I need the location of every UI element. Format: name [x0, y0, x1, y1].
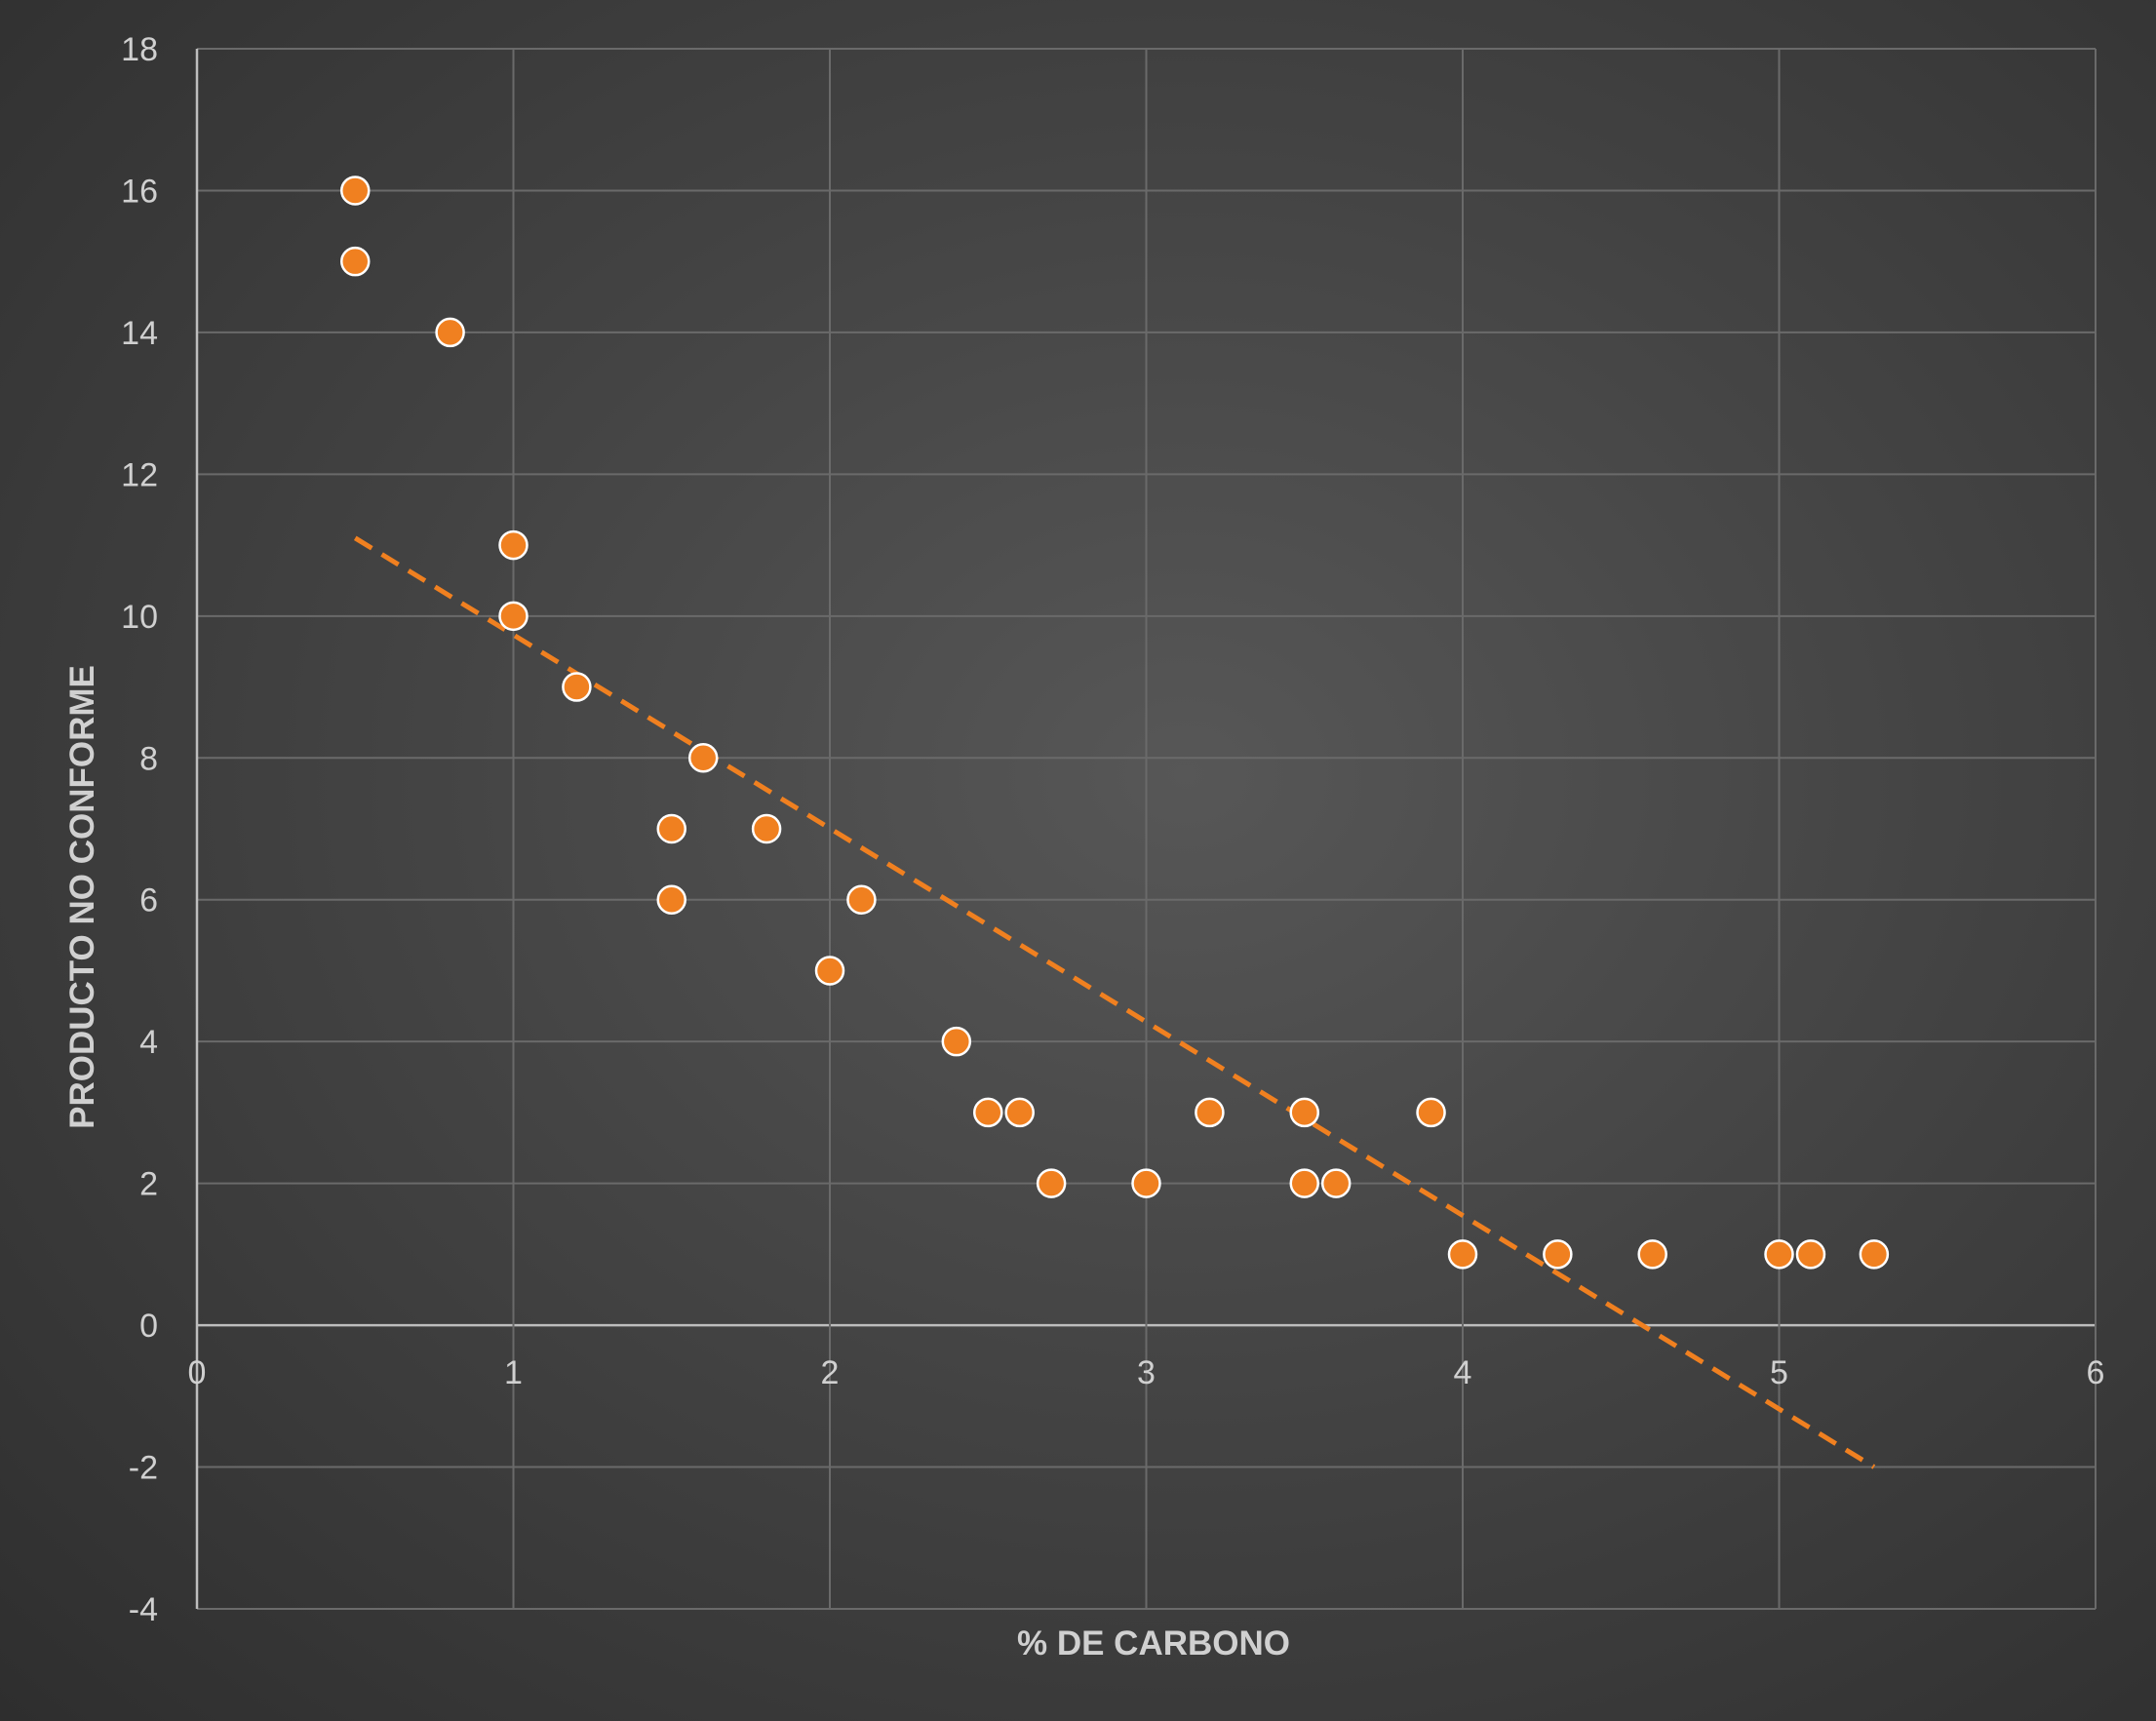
y-tick-label: -2 [129, 1450, 158, 1487]
x-axis-title: % DE CARBONO [1017, 1624, 1290, 1662]
x-tick-label: 1 [504, 1354, 523, 1391]
data-point [1447, 1239, 1478, 1270]
y-tick-label: -4 [129, 1591, 158, 1628]
data-point [1004, 1097, 1035, 1128]
data-point [498, 529, 529, 561]
data-point [1543, 1239, 1573, 1270]
y-tick-label: 2 [139, 1166, 158, 1203]
data-point [1195, 1097, 1225, 1128]
data-points [340, 176, 1890, 1270]
y-tick-label: 14 [121, 315, 158, 352]
data-point [340, 246, 371, 277]
data-point [973, 1097, 1003, 1128]
y-axis-title: PRODUCTO NO CONFORME [63, 665, 101, 1129]
data-point [687, 743, 719, 773]
y-tick-label: 4 [139, 1024, 158, 1061]
data-point [1320, 1168, 1352, 1198]
y-tick-label: 12 [121, 456, 158, 493]
gridlines [195, 48, 2097, 1610]
data-point [562, 672, 592, 702]
y-tick-label: 18 [121, 31, 158, 68]
y-tick-label: 8 [139, 740, 158, 777]
x-tick-label: 0 [188, 1354, 207, 1391]
data-point [1795, 1239, 1826, 1270]
y-tick-label: 0 [139, 1308, 158, 1345]
data-point [751, 813, 782, 844]
data-point [1637, 1239, 1667, 1270]
y-tick-labels: -4 -2 0 2 4 6 8 10 12 14 16 18 [121, 31, 158, 1628]
data-point [435, 317, 465, 348]
data-point [1289, 1097, 1319, 1128]
data-point [1131, 1168, 1161, 1198]
data-point [1416, 1097, 1446, 1128]
data-point [1036, 1168, 1067, 1198]
data-point [1859, 1239, 1890, 1270]
data-point [814, 956, 845, 986]
data-point [340, 176, 371, 206]
data-point [846, 884, 877, 915]
data-point [1289, 1168, 1319, 1198]
x-tick-labels: 0 1 2 3 4 5 6 [188, 1354, 2105, 1391]
x-tick-label: 6 [2087, 1354, 2105, 1391]
x-tick-label: 3 [1137, 1354, 1156, 1391]
y-tick-label: 16 [121, 173, 158, 210]
data-point [1764, 1239, 1794, 1270]
x-tick-label: 4 [1454, 1354, 1472, 1391]
data-point [941, 1026, 972, 1057]
x-tick-label: 2 [821, 1354, 840, 1391]
x-tick-label: 5 [1770, 1354, 1788, 1391]
data-point [498, 601, 529, 632]
data-point [656, 884, 686, 915]
y-tick-label: 10 [121, 599, 158, 636]
trendline [353, 535, 1876, 1469]
data-point [656, 813, 686, 844]
y-tick-label: 6 [139, 882, 158, 919]
